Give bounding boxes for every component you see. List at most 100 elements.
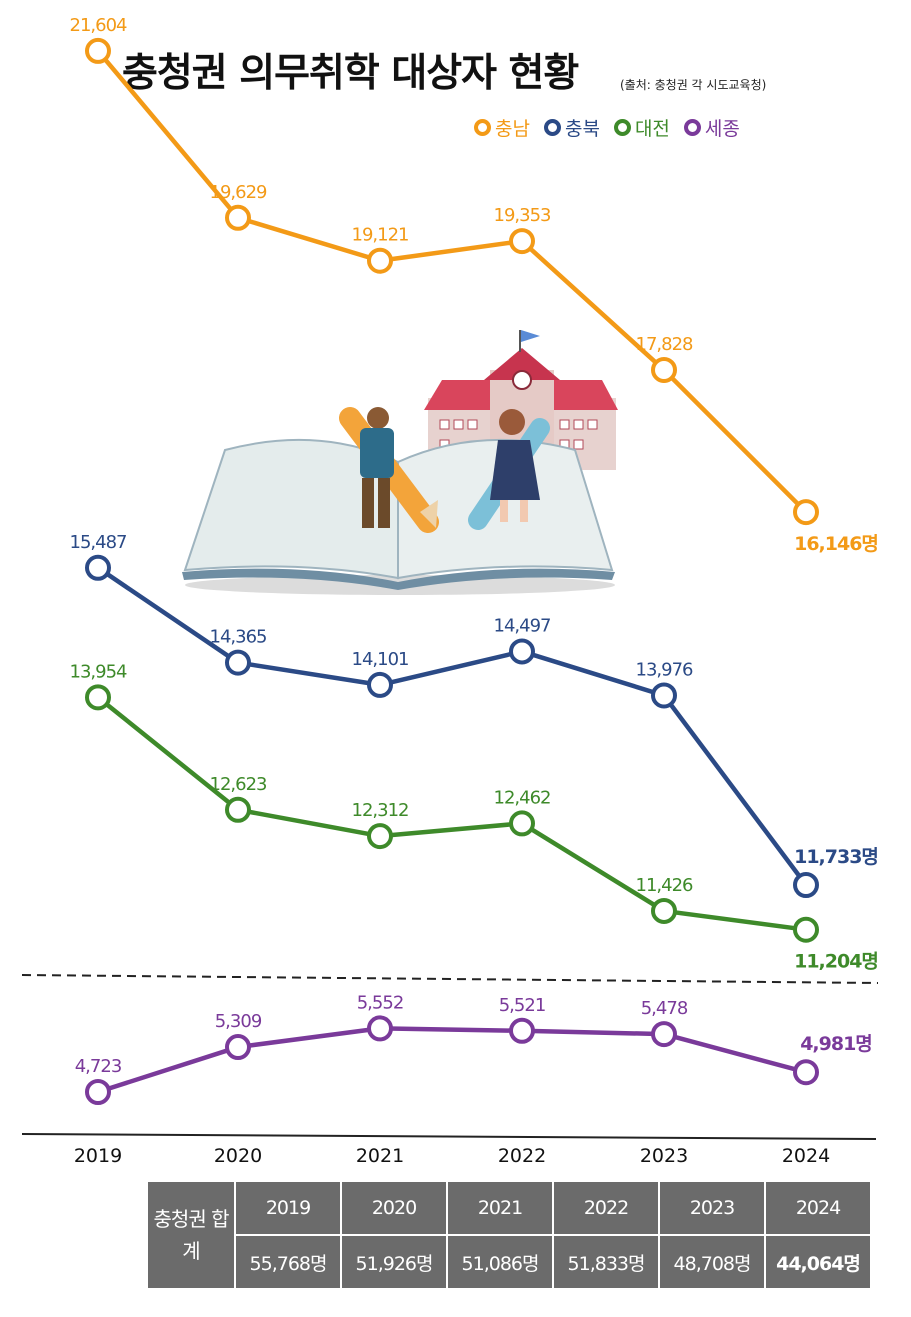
- series-group: 13,954 12,623 12,312 12,462 11,426 11,204명: [70, 661, 879, 973]
- girl-with-pencil-icon: [468, 409, 550, 530]
- source-note: (출처: 충청권 각 시도교육청): [620, 78, 767, 92]
- data-point: [651, 682, 677, 709]
- legend: 충남 충북 대전 세종: [474, 114, 740, 141]
- table-year-cell: 2024: [766, 1182, 870, 1234]
- boy-with-pencil-icon: [339, 407, 439, 533]
- table-year-cell: 2020: [342, 1182, 446, 1234]
- table-row: 55,768명 51,926명 51,086명 51,833명 48,708명 …: [148, 1236, 870, 1288]
- data-label: 14,497: [494, 615, 551, 636]
- table-year-cell: 2023: [660, 1182, 764, 1234]
- series-line: [96, 695, 807, 932]
- data-label: 11,733명: [794, 846, 878, 868]
- series-group: 15,487 14,365 14,101 14,497 13,976 11,733명: [70, 532, 879, 898]
- x-tick-label: 2022: [498, 1145, 546, 1167]
- data-label: 5,309: [215, 1011, 262, 1032]
- series-line: [97, 1026, 807, 1095]
- table-year-cell: 2021: [448, 1182, 552, 1234]
- data-label: 12,312: [352, 800, 409, 821]
- data-point: [509, 1017, 535, 1044]
- legend-item: 충남: [474, 114, 530, 141]
- data-label: 11,426: [636, 875, 694, 896]
- table-value-cell: 55,768명: [236, 1236, 340, 1288]
- table-value-cell: 51,086명: [448, 1236, 552, 1288]
- data-point: [509, 228, 535, 255]
- legend-label: 충북: [564, 118, 600, 140]
- data-label: 5,478: [641, 998, 688, 1019]
- school-book-illustration: [182, 330, 618, 595]
- data-point: [225, 1034, 251, 1061]
- data-point: [85, 684, 111, 711]
- legend-swatch-icon: [613, 119, 631, 136]
- data-label: 19,629: [210, 182, 268, 203]
- table-row: 충청권 합계 2019 2020 2021 2022 2023 2024: [148, 1182, 870, 1288]
- series-line: [96, 565, 808, 887]
- data-label: 11,204명: [794, 951, 878, 973]
- page-title: 충청권 의무취학 대상자 현황: [122, 51, 579, 96]
- x-tick-label: 2023: [640, 1145, 688, 1167]
- legend-item: 충북: [543, 114, 600, 141]
- legend-label: 충남: [495, 118, 530, 140]
- data-point: [225, 204, 251, 231]
- data-label: 14,365: [210, 627, 267, 648]
- table-value-cell: 51,926명: [342, 1236, 446, 1288]
- total-table: 충청권 합계 2019 2020 2021 2022 2023 2024 55,…: [146, 1180, 872, 1290]
- data-point: [367, 1015, 393, 1042]
- data-point: [651, 897, 677, 924]
- table-value-cell: 48,708명: [660, 1236, 764, 1288]
- line-chart: 2019 2020 2021 2022 2023 2024 21,604 19,629 19,…: [21, 15, 879, 1167]
- data-point: [793, 916, 819, 943]
- data-point: [85, 37, 111, 64]
- x-tick-label: 2019: [74, 1145, 122, 1167]
- data-point: [793, 872, 819, 898]
- series-line: [96, 49, 808, 514]
- data-label: 12,462: [494, 787, 551, 808]
- table-header-cell: 충청권 합계: [148, 1182, 234, 1288]
- legend-label: 세종: [704, 118, 740, 140]
- table-value-cell: 51,833명: [554, 1236, 658, 1288]
- x-axis-ticks: 2019 2020 2021 2022 2023 2024: [74, 1145, 830, 1167]
- table-year-cell: 2019: [236, 1182, 340, 1234]
- x-tick-label: 2021: [356, 1145, 404, 1167]
- data-label: 15,487: [70, 532, 127, 553]
- data-label: 13,954: [70, 661, 128, 682]
- data-point: [793, 499, 819, 526]
- data-label: 19,353: [494, 205, 552, 226]
- data-point: [367, 671, 393, 698]
- data-label: 21,604: [70, 15, 128, 36]
- data-point: [509, 638, 535, 665]
- data-point: [651, 1021, 677, 1048]
- legend-swatch-icon: [474, 119, 491, 136]
- series-group: 21,604 19,629 19,121 19,353 17,828 16,146명: [70, 15, 879, 555]
- legend-swatch-icon: [543, 119, 561, 136]
- data-point: [509, 810, 535, 837]
- data-point: [225, 649, 251, 676]
- x-tick-label: 2020: [214, 1145, 262, 1167]
- data-label: 14,101: [352, 649, 409, 670]
- open-book-icon: [182, 438, 615, 595]
- data-label: 17,828: [636, 334, 694, 355]
- data-label: 19,121: [352, 225, 409, 246]
- table-value-cell: 44,064명: [766, 1236, 870, 1288]
- data-point: [367, 823, 393, 850]
- data-label: 16,146명: [794, 533, 878, 555]
- data-point: [651, 356, 677, 383]
- series-layer: 21,60419,62919,12119,35317,82816,146명15,…: [70, 15, 879, 1105]
- data-label: 5,552: [357, 992, 404, 1013]
- section-divider: [21, 974, 879, 984]
- data-label: 12,623: [210, 774, 268, 795]
- data-label: 4,981명: [800, 1033, 872, 1055]
- data-point: [793, 1059, 819, 1086]
- table-year-cell: 2022: [554, 1182, 658, 1234]
- legend-label: 대전: [634, 118, 670, 140]
- x-tick-label: 2024: [782, 1145, 830, 1167]
- series-group: 4,723 5,309 5,552 5,521 5,478 4,981명: [75, 992, 873, 1105]
- data-point: [85, 554, 111, 581]
- x-axis-baseline: [21, 1133, 877, 1140]
- data-label: 4,723: [75, 1056, 122, 1077]
- data-label: 5,521: [499, 995, 546, 1016]
- data-point: [85, 1079, 111, 1105]
- data-point: [225, 796, 251, 823]
- legend-item: 세종: [683, 114, 740, 141]
- data-label: 13,976: [636, 659, 694, 680]
- data-point: [367, 247, 393, 274]
